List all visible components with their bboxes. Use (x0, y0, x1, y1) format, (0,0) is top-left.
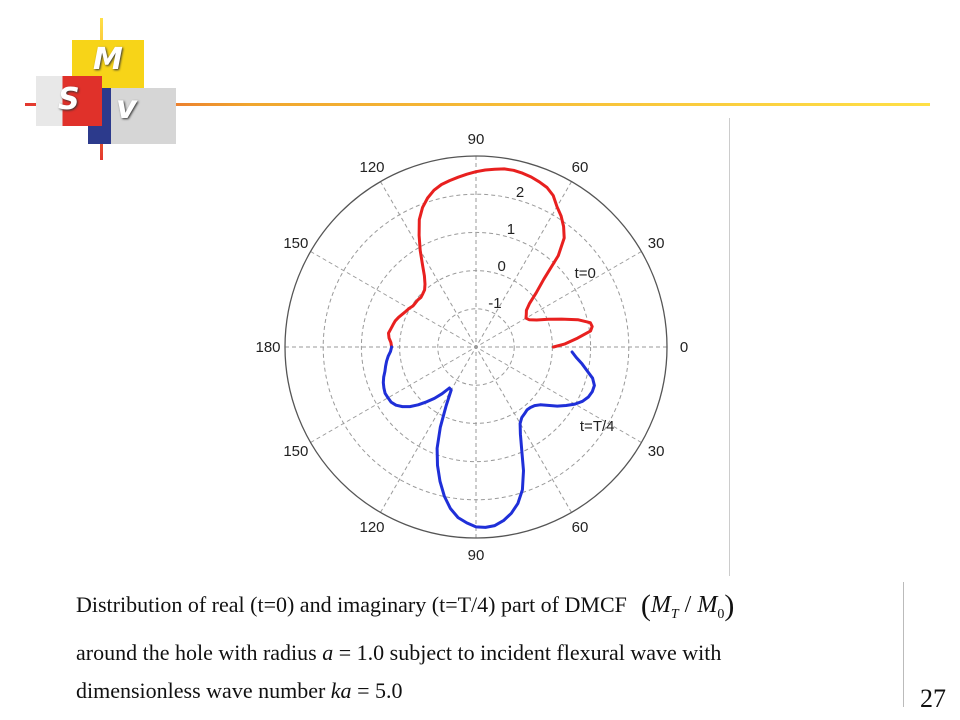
grid-circle-0 (437, 308, 515, 386)
formula-sub-0: 0 (717, 606, 725, 622)
series-line-t-quarter (381, 345, 596, 529)
theta-tick-label-1: 30 (648, 235, 665, 252)
formula-m-t: M (650, 592, 671, 618)
series-annotation-0: t=0 (575, 265, 596, 282)
caption-line-2-a: around the hole with radius (76, 639, 323, 665)
theta-tick-label-9: 90 (468, 547, 485, 564)
theta-tick-label-4: 120 (359, 159, 384, 176)
formula-open-paren: ( (640, 589, 651, 622)
logo-letter-m: M (93, 42, 123, 77)
r-tick-label-3: 2 (516, 184, 524, 201)
caption-formula: (MT / M0) (641, 589, 734, 622)
caption-line-3-b: = 5.0 (351, 677, 403, 703)
theta-tick-label-6: 180 (255, 339, 280, 356)
formula-sub-t: T (670, 606, 679, 622)
caption-line-2: around the hole with radius a = 1.0 subj… (76, 634, 906, 672)
caption-line-1: Distribution of real (t=0) and imaginary… (76, 586, 906, 634)
polar-frame (284, 155, 668, 539)
grid-circle-2 (360, 231, 592, 463)
theta-tick-label-2: 60 (572, 159, 589, 176)
polar-chart: 0 30 60 90 120 150 180 150 120 90 60 30 -1 0 1 2 t=0 t=T/… (255, 131, 688, 564)
theta-tick-label-0: 0 (680, 339, 688, 356)
caption-line-2-b: = 1.0 subject to incident flexural wave … (333, 639, 722, 665)
caption-line-3: dimensionless wave number ka = 5.0 (76, 672, 906, 710)
logo-letter-s: S (58, 82, 80, 117)
theta-tick-label-8: 120 (359, 519, 384, 536)
grid-spoke-150 (310, 251, 642, 443)
theta-tick-label-11: 30 (648, 443, 665, 460)
caption-line-3-a: dimensionless wave number (76, 677, 331, 703)
slide-number: 27 (920, 684, 946, 713)
logo-red-square (36, 76, 102, 126)
series-line-t0 (387, 167, 594, 349)
chart-panel-edge (729, 118, 730, 576)
caption-var-ka: ka (330, 677, 352, 703)
formula-m-0: M (697, 592, 718, 618)
theta-tick-label-5: 150 (283, 235, 308, 252)
r-tick-label-2: 1 (507, 221, 515, 238)
caption-edge (903, 582, 904, 707)
r-tick-label-0: -1 (488, 295, 501, 312)
logo-letter-v: V (116, 88, 137, 126)
figure-caption: Distribution of real (t=0) and imaginary… (76, 586, 906, 704)
theta-tick-label-10: 60 (572, 519, 589, 536)
caption-var-a: a (322, 639, 334, 665)
logo-gray-square (88, 88, 176, 144)
formula-close-paren: ) (724, 589, 735, 622)
polar-chart-panel: 0 30 60 90 120 150 180 150 120 90 60 30 -1 0 1 2 t=0 t=T/… (222, 118, 730, 576)
theta-tick-label-7: 150 (283, 443, 308, 460)
theta-tick-label-3: 90 (468, 131, 485, 148)
series-annotation-1: t=T/4 (580, 418, 615, 435)
formula-slash: / (678, 592, 698, 618)
r-tick-label-1: 0 (497, 258, 505, 275)
msv-logo: M S V (0, 0, 240, 180)
header-rule (25, 103, 930, 106)
caption-line-1-text: Distribution of real (t=0) and imaginary… (76, 592, 627, 617)
